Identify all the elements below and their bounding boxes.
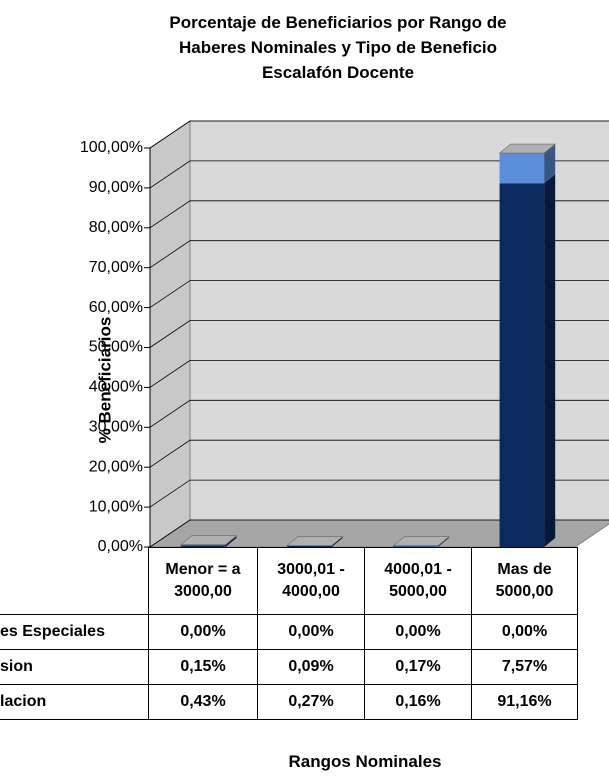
table-row: lacion 0,43% 0,27% 0,16% 91,16%: [0, 684, 578, 720]
table-value: 0,00%: [364, 614, 472, 650]
x-tick-label: Menor = a 3000,00: [148, 547, 258, 615]
y-tick-label: 60,00%: [89, 299, 143, 316]
table-row: sion 0,15% 0,09% 0,17% 7,57%: [0, 649, 578, 685]
x-tick-label: 3000,01 - 4000,00: [257, 547, 365, 615]
table-row: es Especiales 0,00% 0,00% 0,00% 0,00%: [0, 614, 578, 650]
bar-top: [392, 536, 450, 546]
y-tick-label: 50,00%: [89, 339, 143, 356]
bar-top: [498, 143, 557, 154]
y-tick-label: 40,00%: [89, 379, 143, 396]
y-tick-label: 90,00%: [89, 179, 143, 196]
table-value: 0,27%: [257, 684, 365, 720]
y-tick-label: 80,00%: [89, 219, 143, 236]
y-tick-label: 20,00%: [89, 458, 143, 475]
y-axis-title: % Beneficiarios: [95, 317, 114, 444]
grid-line: [149, 120, 609, 149]
table-value: 0,43%: [148, 684, 258, 720]
table-value: 0,09%: [257, 649, 365, 685]
bar-top: [179, 535, 238, 545]
table-value: 0,17%: [364, 649, 472, 685]
legend-label: sion: [0, 649, 149, 685]
y-tick-label: 30,00%: [89, 419, 143, 436]
bar-side: [544, 174, 556, 547]
bar-side: [225, 536, 237, 547]
bar: [393, 546, 438, 547]
table-value: 0,00%: [257, 614, 365, 650]
table-value: 7,57%: [471, 649, 578, 685]
table-value: 0,16%: [364, 684, 472, 720]
y-tick-label: 100,00%: [80, 139, 143, 156]
table-row: Menor = a 3000,00 3000,01 - 4000,00 4000,0…: [0, 547, 578, 615]
bar: [499, 153, 545, 184]
x-axis-title: Rangos Nominales: [288, 752, 442, 771]
chart-title: Porcentaje de Beneficiarios por Rango de…: [169, 13, 507, 82]
legend-label: lacion: [0, 684, 149, 720]
bar: [499, 183, 545, 547]
table-value: 0,00%: [148, 614, 258, 650]
bar-side: [331, 536, 343, 547]
bar: [393, 545, 438, 547]
table-value: 91,16%: [471, 684, 578, 720]
x-tick-label: 4000,01 - 5000,00: [364, 547, 472, 615]
table-corner: [0, 547, 149, 615]
legend-label: es Especiales: [0, 614, 149, 650]
table-value: 0,00%: [471, 614, 578, 650]
y-tick-label: 70,00%: [89, 259, 143, 276]
data-table: Menor = a 3000,00 3000,01 - 4000,00 4000,0…: [0, 547, 578, 720]
x-tick-label: Mas de 5000,00: [471, 547, 578, 615]
y-tick-label: 10,00%: [89, 498, 143, 515]
bar-top: [286, 536, 344, 546]
bar: [287, 545, 332, 547]
bar-side: [544, 144, 556, 184]
table-value: 0,15%: [148, 649, 258, 685]
bar-side: [437, 537, 449, 547]
bar: [180, 545, 226, 547]
